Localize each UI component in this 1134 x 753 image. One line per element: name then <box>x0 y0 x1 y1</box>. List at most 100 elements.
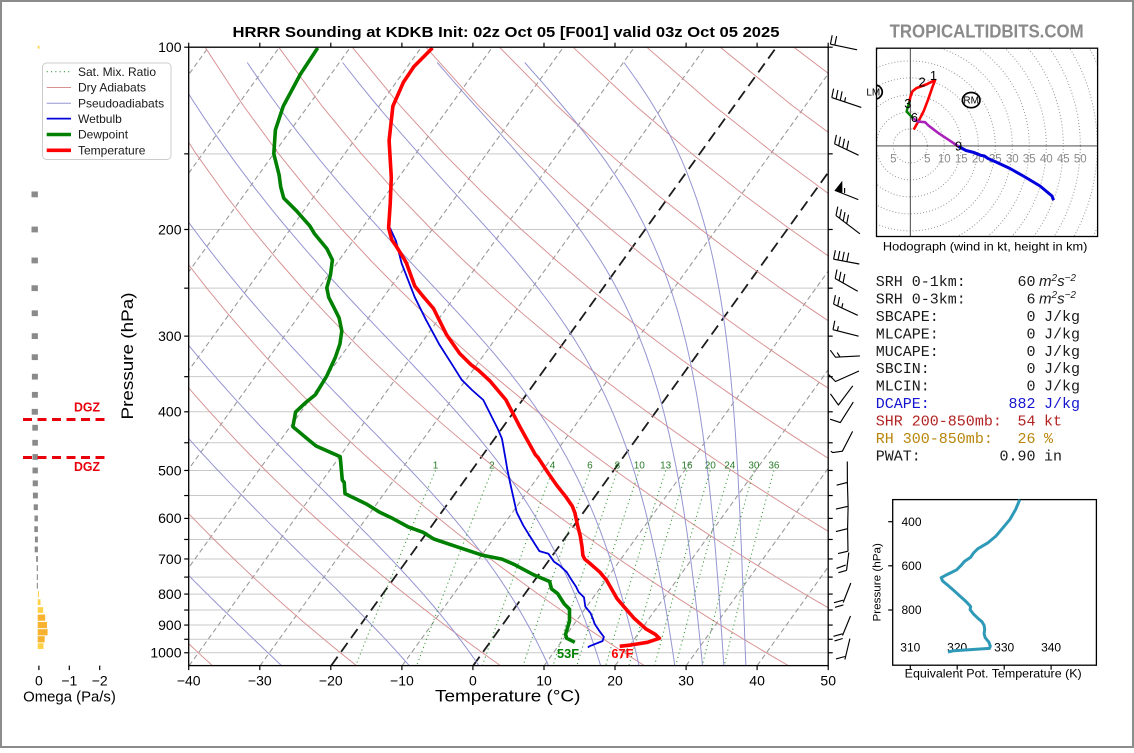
svg-text:900: 900 <box>158 617 182 633</box>
svg-text:16: 16 <box>681 460 693 471</box>
svg-text:−10: −10 <box>390 673 414 689</box>
svg-text:Equivalent Pot. Temperature (K: Equivalent Pot. Temperature (K) <box>905 667 1082 681</box>
svg-text:MLCAPE:: MLCAPE: <box>876 326 939 343</box>
svg-text:0: 0 <box>1026 344 1035 361</box>
svg-text:J/kg: J/kg <box>1044 361 1080 378</box>
svg-text:340: 340 <box>1041 640 1061 654</box>
svg-text:5: 5 <box>924 154 930 166</box>
svg-text:−40: −40 <box>177 673 201 689</box>
svg-text:67F: 67F <box>611 646 633 661</box>
svg-text:5: 5 <box>890 154 896 166</box>
svg-text:1: 1 <box>930 68 937 83</box>
svg-text:50: 50 <box>820 673 836 689</box>
svg-text:60: 60 <box>1017 274 1035 291</box>
svg-text:0: 0 <box>1026 361 1035 378</box>
svg-text:2: 2 <box>918 74 925 89</box>
svg-text:Hodograph (wind in kt, height: Hodograph (wind in kt, height in km) <box>883 240 1088 254</box>
svg-text:0: 0 <box>1026 309 1035 326</box>
svg-text:310: 310 <box>900 640 920 654</box>
svg-text:330: 330 <box>994 640 1014 654</box>
svg-text:Pressure (hPa): Pressure (hPa) <box>118 293 137 420</box>
svg-text:DCAPE:: DCAPE: <box>876 396 930 413</box>
svg-text:30: 30 <box>1006 154 1019 166</box>
svg-text:J/kg: J/kg <box>1044 396 1080 413</box>
svg-text:SRH 0-3km:: SRH 0-3km: <box>876 291 966 308</box>
svg-text:in: in <box>1044 449 1062 466</box>
svg-text:0: 0 <box>35 673 43 689</box>
svg-text:30: 30 <box>678 673 694 689</box>
svg-text:500: 500 <box>158 462 182 478</box>
svg-text:Pseudoadiabats: Pseudoadiabats <box>78 96 164 110</box>
svg-text:20: 20 <box>607 673 623 689</box>
svg-text:6: 6 <box>587 460 593 471</box>
svg-text:kt: kt <box>1044 414 1062 431</box>
svg-text:SBCAPE:: SBCAPE: <box>876 309 939 326</box>
svg-text:800: 800 <box>901 603 921 617</box>
svg-text:Wetbulb: Wetbulb <box>78 112 122 126</box>
svg-text:3: 3 <box>904 96 911 111</box>
svg-text:300: 300 <box>158 328 182 344</box>
svg-text:2: 2 <box>489 460 495 471</box>
svg-text:200: 200 <box>158 221 182 237</box>
svg-text:RM: RM <box>963 96 979 107</box>
svg-text:1000: 1000 <box>150 645 181 661</box>
svg-text:10: 10 <box>938 154 951 166</box>
svg-text:15: 15 <box>955 154 968 166</box>
svg-text:6: 6 <box>1026 291 1035 308</box>
svg-text:882: 882 <box>1008 396 1035 413</box>
svg-text:13: 13 <box>660 460 672 471</box>
svg-text:Pressure (hPa): Pressure (hPa) <box>871 543 883 621</box>
svg-text:Temperature: Temperature <box>78 144 146 158</box>
svg-text:40: 40 <box>749 673 765 689</box>
svg-text:Dry Adiabats: Dry Adiabats <box>78 81 146 95</box>
svg-text:DGZ: DGZ <box>74 460 100 474</box>
svg-text:J/kg: J/kg <box>1044 379 1080 396</box>
svg-text:J/kg: J/kg <box>1044 326 1080 343</box>
svg-text:SRH 0-1km:: SRH 0-1km: <box>876 274 966 291</box>
svg-text:RH 300-850mb:: RH 300-850mb: <box>876 431 993 448</box>
svg-text:600: 600 <box>901 559 921 573</box>
svg-text:SHR 200-850mb:: SHR 200-850mb: <box>876 414 1002 431</box>
svg-text:1: 1 <box>433 460 439 471</box>
svg-text:Omega (Pa/s): Omega (Pa/s) <box>23 689 116 706</box>
svg-text:−2: −2 <box>92 673 108 689</box>
svg-text:8: 8 <box>615 460 621 471</box>
svg-text:0.90: 0.90 <box>999 449 1035 466</box>
svg-text:30: 30 <box>748 460 760 471</box>
svg-text:%: % <box>1044 431 1054 448</box>
svg-text:−30: −30 <box>248 673 272 689</box>
svg-text:0: 0 <box>469 673 477 689</box>
svg-text:Temperature (°C): Temperature (°C) <box>435 687 580 706</box>
svg-text:LM: LM <box>866 88 880 99</box>
svg-text:MLCIN:: MLCIN: <box>876 379 930 396</box>
svg-text:53F: 53F <box>557 646 579 661</box>
svg-text:50: 50 <box>1074 154 1087 166</box>
svg-text:600: 600 <box>158 510 182 526</box>
svg-text:−20: −20 <box>319 673 343 689</box>
svg-text:10: 10 <box>536 673 552 689</box>
svg-text:6: 6 <box>911 110 918 125</box>
svg-text:9: 9 <box>955 139 962 154</box>
svg-text:SBCIN:: SBCIN: <box>876 361 930 378</box>
svg-text:−1: −1 <box>61 673 77 689</box>
svg-text:36: 36 <box>768 460 780 471</box>
svg-text:35: 35 <box>1023 154 1036 166</box>
svg-text:800: 800 <box>158 586 182 602</box>
svg-text:MUCAPE:: MUCAPE: <box>876 344 939 361</box>
svg-text:400: 400 <box>158 404 182 420</box>
svg-text:0: 0 <box>1026 379 1035 396</box>
svg-text:Dewpoint: Dewpoint <box>78 128 129 142</box>
svg-text:0: 0 <box>1026 326 1035 343</box>
svg-text:4: 4 <box>550 460 556 471</box>
svg-text:20: 20 <box>705 460 717 471</box>
svg-text:J/kg: J/kg <box>1044 344 1080 361</box>
svg-text:10: 10 <box>634 460 646 471</box>
svg-text:J/kg: J/kg <box>1044 309 1080 326</box>
svg-text:TROPICALTIDBITS.COM: TROPICALTIDBITS.COM <box>890 21 1084 42</box>
svg-text:700: 700 <box>158 551 182 567</box>
svg-text:100: 100 <box>158 39 182 55</box>
svg-text:54: 54 <box>1017 414 1035 431</box>
svg-text:400: 400 <box>901 515 921 529</box>
svg-text:DGZ: DGZ <box>74 401 100 415</box>
svg-text:45: 45 <box>1057 154 1070 166</box>
